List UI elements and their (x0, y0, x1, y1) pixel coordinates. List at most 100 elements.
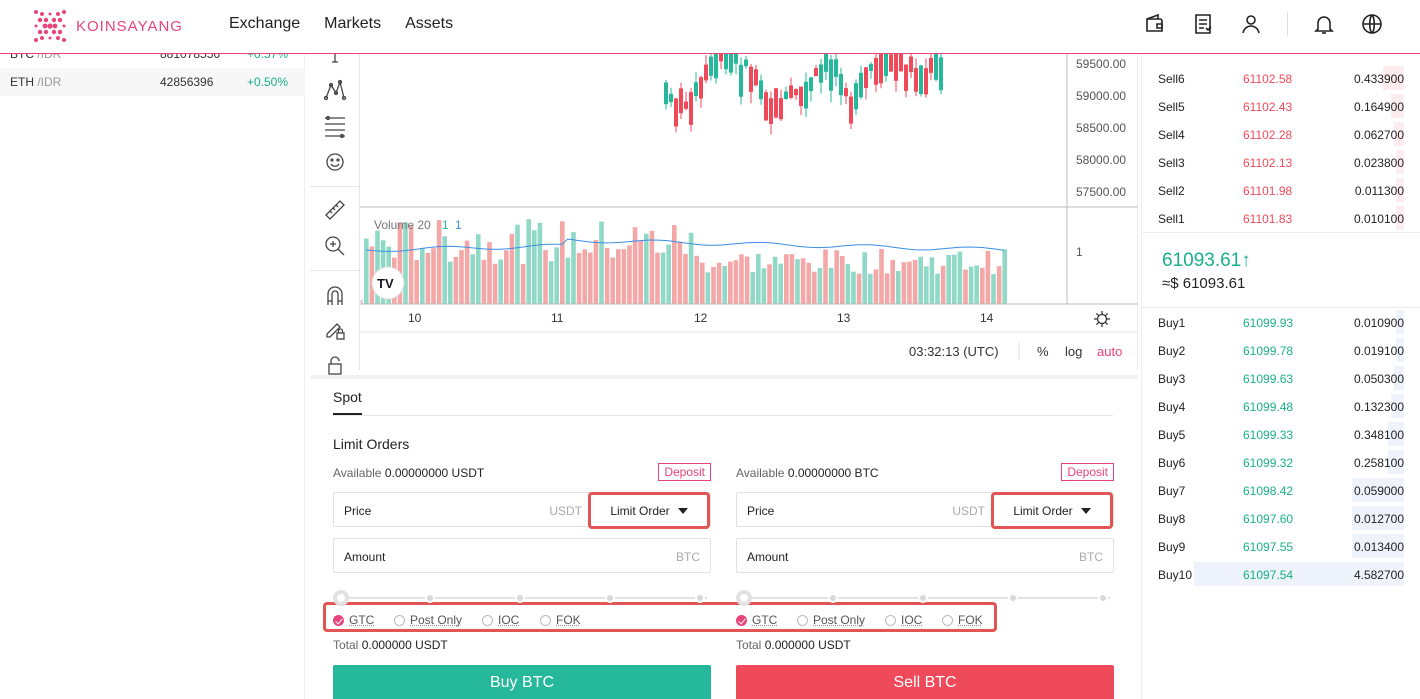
tif-fok[interactable]: FOK (942, 613, 983, 627)
sell-button[interactable]: Sell BTC (736, 665, 1114, 699)
lock-drawing-icon[interactable] (323, 318, 347, 342)
sell-price-field[interactable]: Price USDT Limit Order (736, 492, 1114, 529)
slider-step[interactable] (1098, 593, 1108, 603)
slider-step[interactable] (828, 593, 838, 603)
slider-handle[interactable] (736, 590, 752, 606)
volume-bar (789, 254, 795, 304)
candle-body (829, 59, 833, 91)
tif-post-only[interactable]: Post Only (394, 613, 462, 627)
deposit-button[interactable]: Deposit (658, 463, 711, 481)
zoom-in-icon[interactable] (323, 234, 347, 258)
tif-ioc[interactable]: IOC (482, 613, 519, 627)
volume-bar (649, 230, 655, 304)
pattern-icon[interactable] (323, 78, 347, 102)
log-scale-toggle[interactable]: log (1065, 344, 1082, 359)
depth-bar (1388, 422, 1404, 446)
ask-row[interactable]: Sell1 61101.83 0.010100 (1142, 204, 1404, 232)
sell-amount-slider[interactable] (736, 590, 1114, 606)
candle-body (729, 54, 733, 73)
slider-step[interactable] (1008, 593, 1018, 603)
candle-body (849, 96, 853, 124)
slider-step[interactable] (605, 593, 615, 603)
depth-bar (1396, 310, 1404, 334)
ask-row[interactable]: Sell6 61102.58 0.433900 (1142, 64, 1404, 92)
row-qty: 0.010100 (1353, 212, 1404, 226)
brand-logo[interactable]: KOINSAYANG (32, 8, 183, 44)
bid-row[interactable]: Buy3 61099.63 0.050300 (1142, 364, 1404, 392)
ruler-icon[interactable] (323, 198, 347, 222)
amount-label: Amount (747, 550, 789, 564)
row-price: 61099.48 (1243, 400, 1294, 414)
time-tick: 10 (408, 311, 422, 325)
bid-row[interactable]: Buy2 61099.78 0.019100 (1142, 336, 1404, 364)
tif-gtc[interactable]: GTC (333, 613, 374, 627)
bid-row[interactable]: Buy1 61099.93 0.010900 (1142, 308, 1404, 336)
depth-bar (1396, 206, 1404, 230)
volume-bar (672, 225, 677, 304)
ask-row[interactable]: Sell5 61102.43 0.164900 (1142, 92, 1404, 120)
tif-post-only[interactable]: Post Only (797, 613, 865, 627)
nav-markets[interactable]: Markets (324, 15, 382, 32)
row-label: Buy5 (1158, 428, 1186, 442)
nav-exchange[interactable]: Exchange (229, 15, 301, 32)
language-icon[interactable] (1360, 12, 1384, 36)
chevron-down-icon (1080, 507, 1091, 514)
buy-amount-field[interactable]: Amount BTC (333, 538, 711, 573)
chart-settings-icon[interactable] (1094, 311, 1110, 327)
slider-step[interactable] (425, 593, 435, 603)
row-label: Sell1 (1158, 212, 1185, 226)
tif-gtc[interactable]: GTC (736, 613, 777, 627)
bid-row[interactable]: Buy6 61099.32 0.258100 (1142, 448, 1404, 476)
tif-fok[interactable]: FOK (540, 613, 581, 627)
market-row[interactable]: ETH /IDR 42856396 +0.50% (0, 68, 305, 96)
price-tick: 59500.00 (1076, 57, 1126, 71)
ask-row[interactable]: Sell4 61102.28 0.062700 (1142, 120, 1404, 148)
candle-body (739, 64, 743, 97)
row-qty: 0.012700 (1353, 512, 1404, 526)
percent-scale-toggle[interactable]: % (1037, 344, 1049, 359)
orders-icon[interactable] (1191, 12, 1215, 36)
nav-assets[interactable]: Assets (405, 15, 454, 32)
depth-bar (1388, 450, 1404, 474)
volume-bar (375, 230, 380, 304)
account-icon[interactable] (1239, 12, 1263, 36)
slider-handle[interactable] (333, 590, 349, 606)
tab-spot[interactable]: Spot (333, 389, 362, 415)
deposit-button[interactable]: Deposit (1061, 463, 1114, 481)
bid-row[interactable]: Buy5 61099.33 0.348100 (1142, 420, 1404, 448)
wallet-icon[interactable] (1143, 12, 1167, 36)
bid-row[interactable]: Buy10 61097.54 4.582700 (1142, 560, 1404, 588)
collapse-toolbar-icon[interactable]: ‹ (360, 296, 363, 307)
row-qty: 0.062700 (1353, 128, 1404, 142)
row-price: 61099.93 (1243, 316, 1294, 330)
tif-ioc[interactable]: IOC (885, 613, 922, 627)
magnet-icon[interactable] (323, 284, 347, 308)
ask-row[interactable]: Sell3 61102.13 0.023800 (1142, 148, 1404, 176)
volume-bar (576, 252, 582, 304)
auto-scale-toggle[interactable]: auto (1097, 344, 1122, 359)
order-type-dropdown[interactable]: Limit Order (588, 492, 710, 529)
lock-icon[interactable] (323, 354, 347, 378)
order-type-dropdown[interactable]: Limit Order (991, 492, 1113, 529)
price-chart[interactable]: 59500.00 59000.00 58500.00 58000.00 5750… (310, 52, 1138, 375)
buy-button[interactable]: Buy BTC (333, 665, 711, 699)
row-label: Buy3 (1158, 372, 1186, 386)
buy-price-field[interactable]: Price USDT Limit Order (333, 492, 711, 529)
volume-bar (593, 240, 599, 304)
bid-row[interactable]: Buy7 61098.42 0.059000 (1142, 476, 1404, 504)
candle-body (919, 65, 923, 94)
slider-step[interactable] (515, 593, 525, 603)
slider-step[interactable] (695, 593, 705, 603)
row-label: Sell5 (1158, 100, 1185, 114)
depth-bar (1396, 178, 1404, 202)
notification-icon[interactable] (1312, 12, 1336, 36)
bid-row[interactable]: Buy9 61097.55 0.013400 (1142, 532, 1404, 560)
fib-retracement-icon[interactable] (323, 114, 347, 138)
bid-row[interactable]: Buy8 61097.60 0.012700 (1142, 504, 1404, 532)
slider-step[interactable] (918, 593, 928, 603)
emoji-icon[interactable] (323, 150, 347, 174)
ask-row[interactable]: Sell2 61101.98 0.011300 (1142, 176, 1404, 204)
bid-row[interactable]: Buy4 61099.48 0.132300 (1142, 392, 1404, 420)
buy-amount-slider[interactable] (333, 590, 711, 606)
sell-amount-field[interactable]: Amount BTC (736, 538, 1114, 573)
